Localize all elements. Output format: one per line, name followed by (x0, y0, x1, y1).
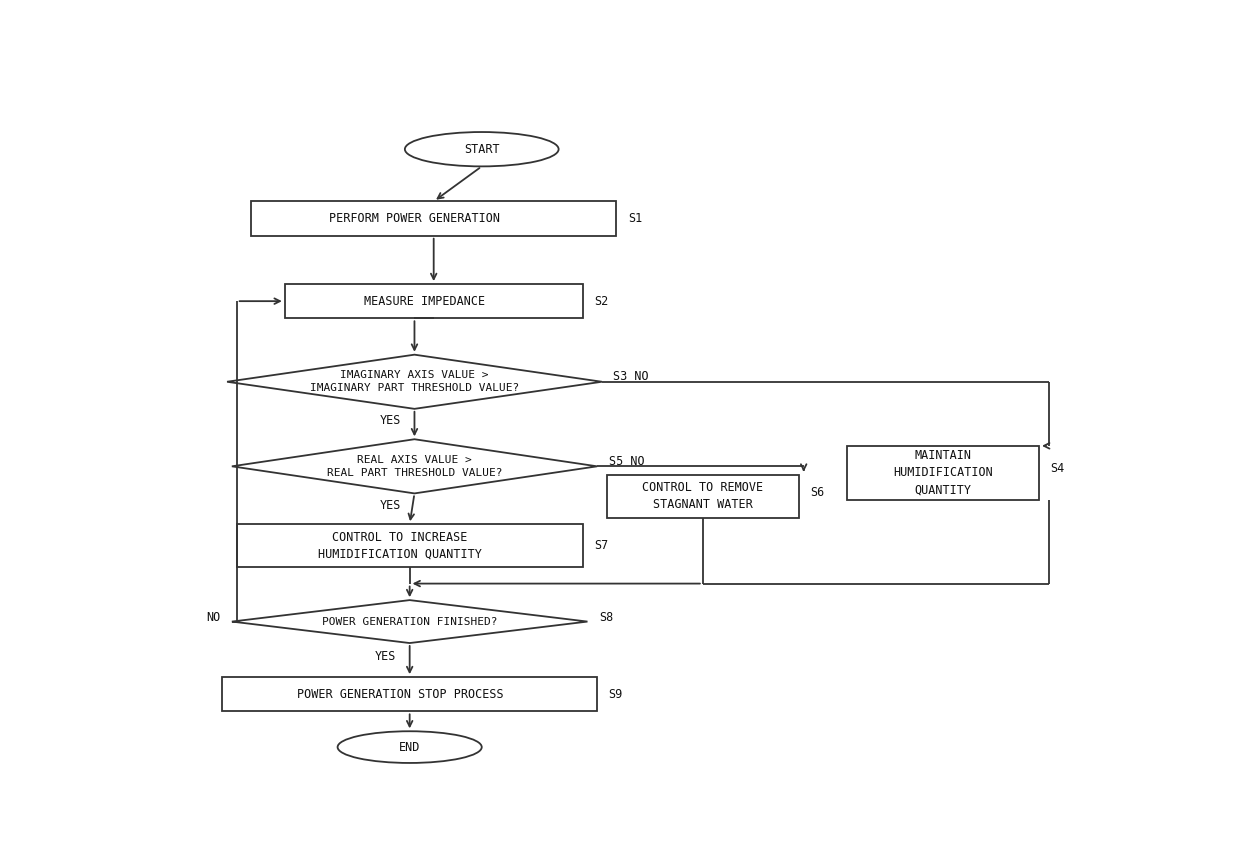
FancyBboxPatch shape (250, 202, 616, 236)
Text: NO: NO (206, 611, 221, 624)
Ellipse shape (404, 132, 558, 166)
Text: S6: S6 (811, 486, 825, 498)
Text: MAINTAIN
HUMIDIFICATION
QUANTITY: MAINTAIN HUMIDIFICATION QUANTITY (893, 450, 993, 497)
Text: POWER GENERATION STOP PROCESS: POWER GENERATION STOP PROCESS (296, 688, 503, 701)
Text: CONTROL TO INCREASE
HUMIDIFICATION QUANTITY: CONTROL TO INCREASE HUMIDIFICATION QUANT… (319, 530, 482, 560)
Text: END: END (399, 740, 420, 753)
Text: MEASURE IMPEDANCE: MEASURE IMPEDANCE (363, 294, 485, 308)
Text: YES: YES (379, 499, 401, 512)
Polygon shape (232, 600, 588, 643)
FancyBboxPatch shape (847, 446, 1039, 500)
Text: S2: S2 (594, 294, 609, 308)
Text: PERFORM POWER GENERATION: PERFORM POWER GENERATION (329, 212, 500, 225)
Text: S7: S7 (594, 539, 609, 552)
Text: IMAGINARY AXIS VALUE >
IMAGINARY PART THRESHOLD VALUE?: IMAGINARY AXIS VALUE > IMAGINARY PART TH… (310, 370, 520, 393)
Text: S9: S9 (609, 688, 622, 701)
FancyBboxPatch shape (237, 524, 583, 567)
Ellipse shape (337, 731, 481, 763)
Text: YES: YES (374, 650, 397, 663)
Text: CONTROL TO REMOVE
STAGNANT WATER: CONTROL TO REMOVE STAGNANT WATER (642, 481, 764, 511)
Text: S3 NO: S3 NO (614, 370, 649, 383)
Text: YES: YES (379, 414, 401, 427)
Text: S1: S1 (627, 212, 642, 225)
FancyBboxPatch shape (222, 677, 596, 711)
Text: S4: S4 (1050, 462, 1065, 475)
FancyBboxPatch shape (285, 284, 583, 318)
Polygon shape (232, 439, 596, 493)
Polygon shape (227, 354, 601, 409)
Text: POWER GENERATION FINISHED?: POWER GENERATION FINISHED? (322, 617, 497, 626)
FancyBboxPatch shape (606, 474, 799, 517)
Text: S8: S8 (599, 611, 614, 624)
Text: REAL AXIS VALUE >
REAL PART THRESHOLD VALUE?: REAL AXIS VALUE > REAL PART THRESHOLD VA… (326, 455, 502, 478)
Text: S5 NO: S5 NO (609, 455, 645, 468)
Text: START: START (464, 142, 500, 155)
